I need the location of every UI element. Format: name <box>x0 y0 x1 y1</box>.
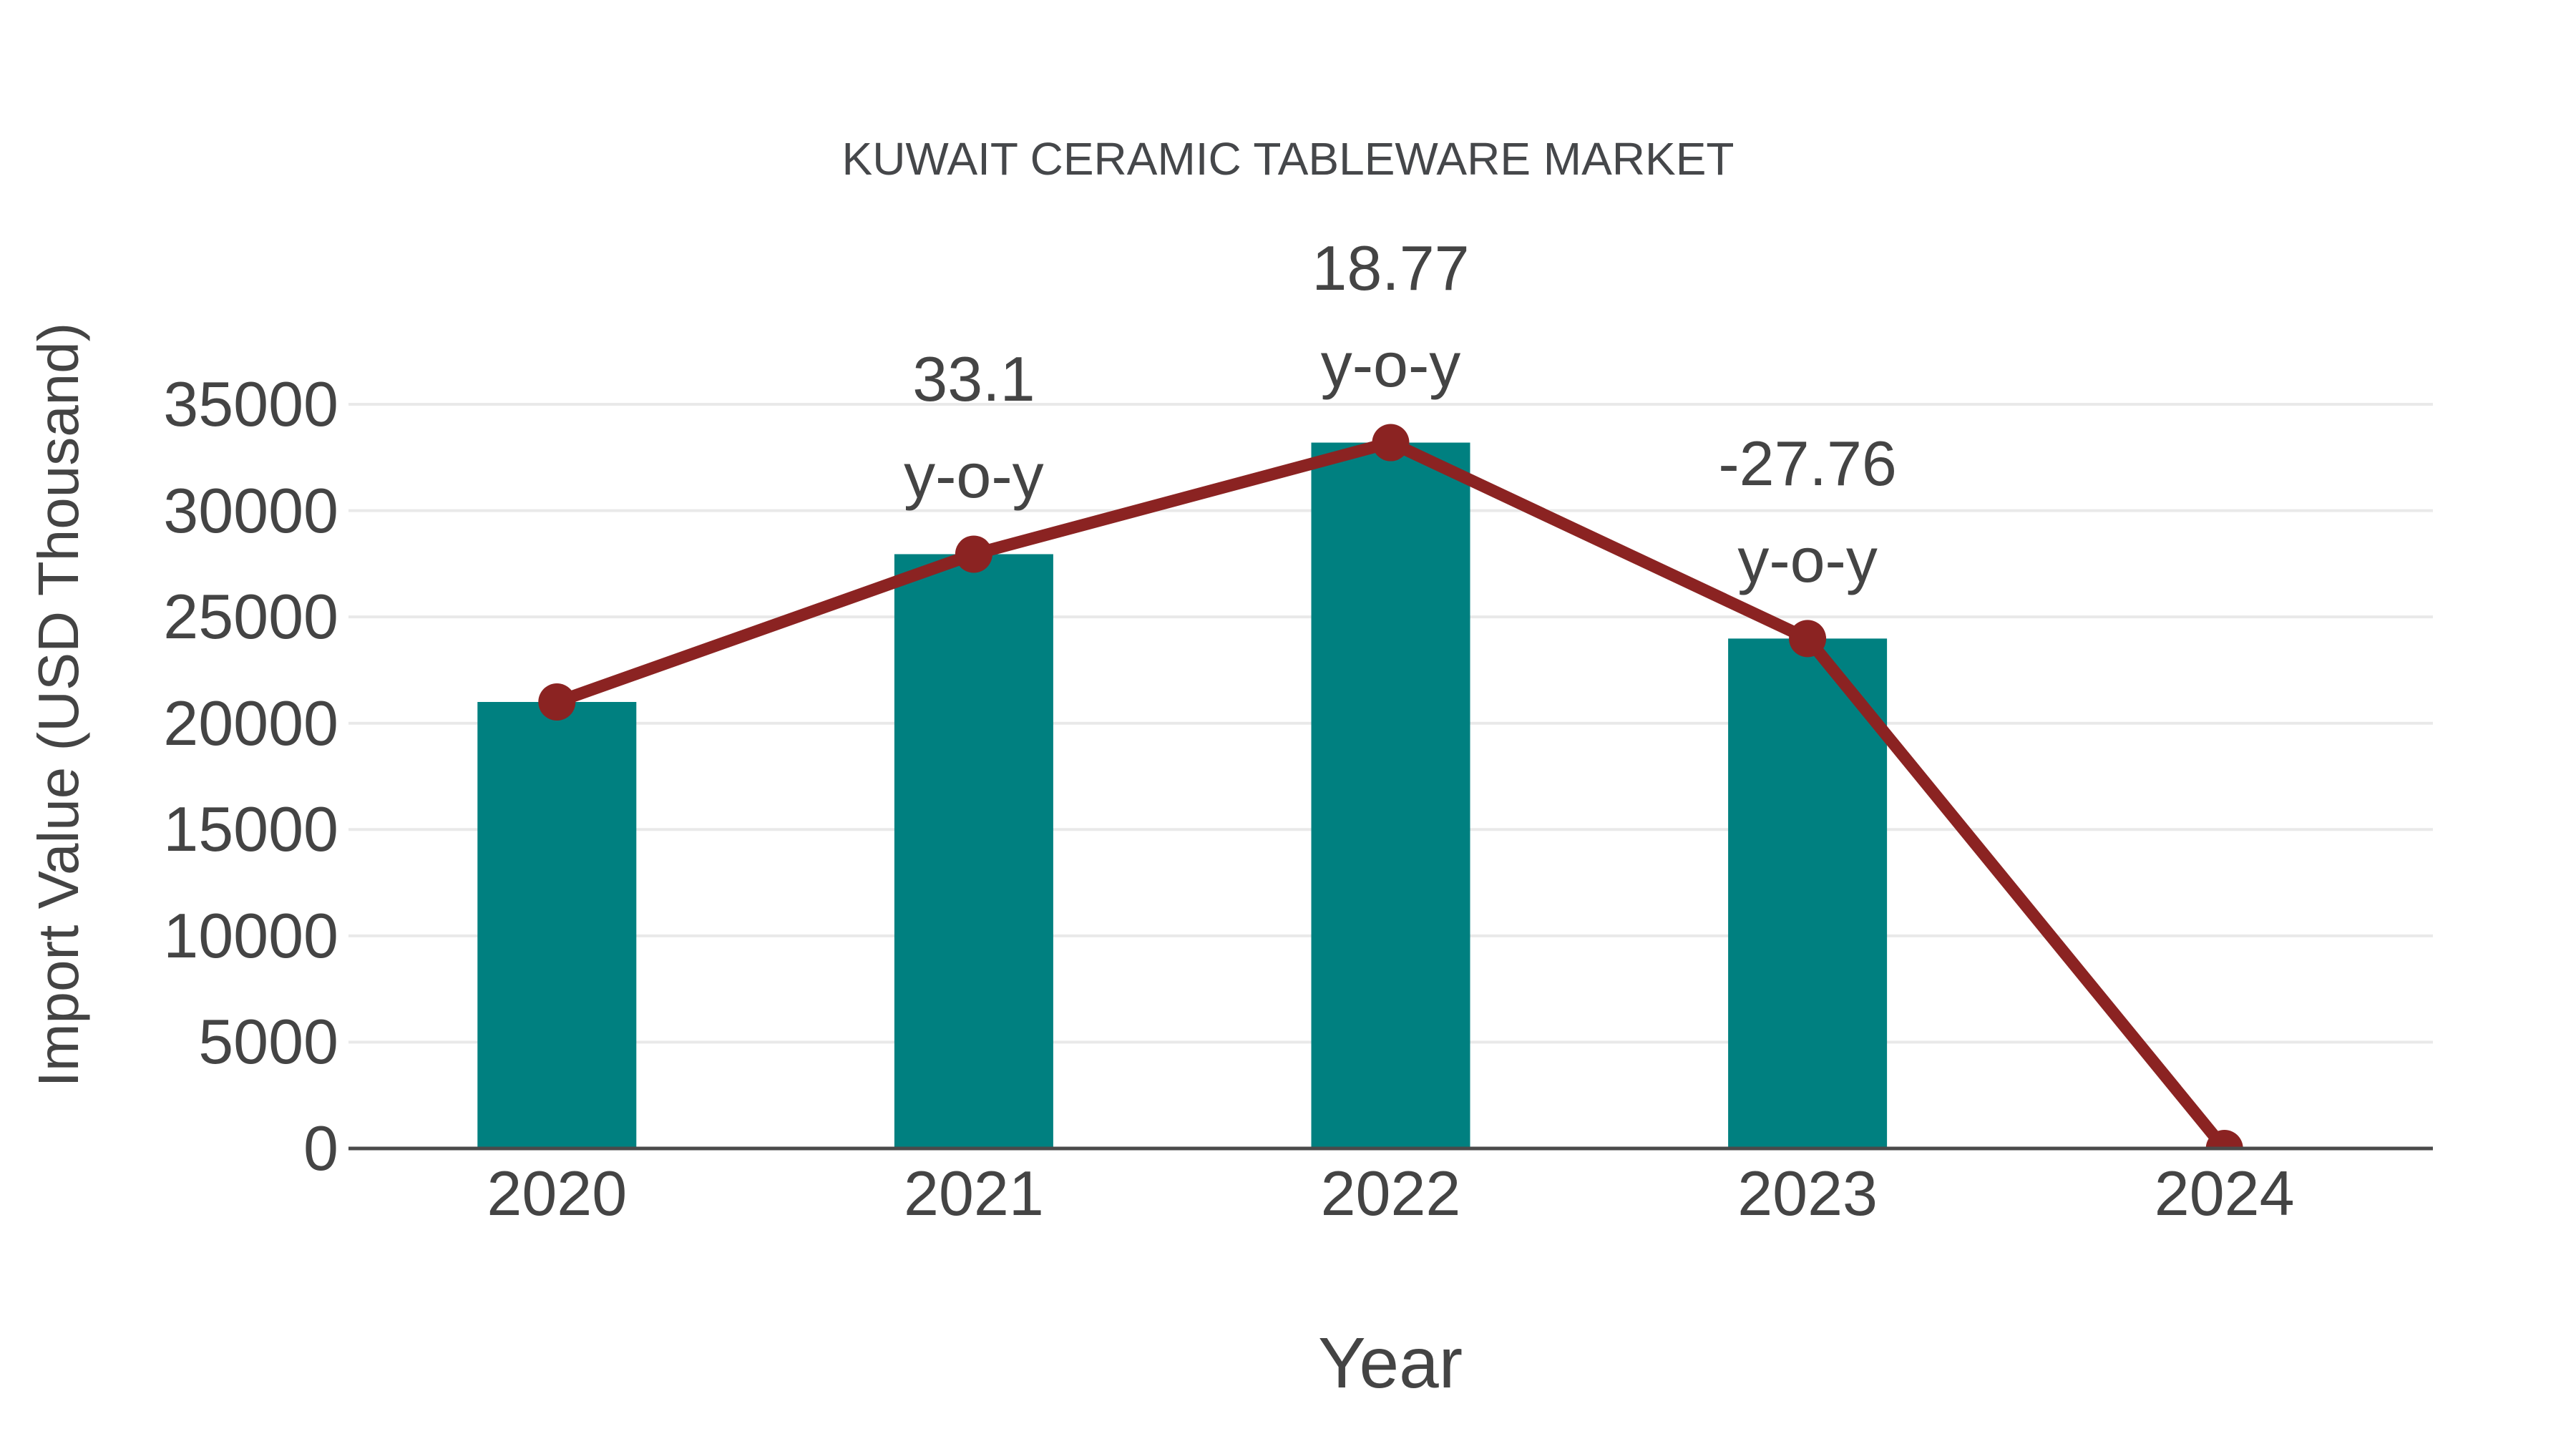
y-tick-label-35000: 35000 <box>163 369 338 439</box>
marker-2022 <box>1372 424 1410 462</box>
y-tick-label-20000: 20000 <box>163 687 338 758</box>
y-tick-label-15000: 15000 <box>163 794 338 865</box>
y-tick-label-25000: 25000 <box>163 581 338 653</box>
annotation-2023-value: -27.76 <box>1718 428 1897 499</box>
x-tick-label-2020: 2020 <box>487 1158 628 1229</box>
x-tick-label-2021: 2021 <box>904 1158 1044 1229</box>
y-tick-label-10000: 10000 <box>163 899 338 971</box>
marker-2023 <box>1789 620 1827 658</box>
marker-2024 <box>2205 1130 2243 1148</box>
bar-2020 <box>477 702 637 1148</box>
y-tick-label-30000: 30000 <box>163 474 338 546</box>
bar-2023 <box>1728 638 1888 1148</box>
y-tick-label-5000: 5000 <box>198 1006 338 1078</box>
annotation-2023: -27.76 y-o-y <box>1593 415 2022 608</box>
annotation-2022: 18.77 y-o-y <box>1176 220 1606 413</box>
marker-2021 <box>955 535 992 573</box>
annotation-2021: 33.1 y-o-y <box>759 331 1189 524</box>
annotation-2021-suffix: y-o-y <box>904 440 1044 512</box>
bar-2022 <box>1311 442 1470 1148</box>
annotation-2021-value: 33.1 <box>912 343 1035 415</box>
x-tick-label-2023: 2023 <box>1737 1158 1878 1229</box>
bar-2021 <box>894 554 1053 1148</box>
x-axis-title: Year <box>1317 1323 1463 1403</box>
chart-title: KUWAIT CERAMIC TABLEWARE MARKET <box>841 133 1735 185</box>
marker-2020 <box>538 683 576 721</box>
annotation-2023-suffix: y-o-y <box>1737 525 1878 596</box>
x-tick-label-2024: 2024 <box>2154 1158 2295 1229</box>
annotation-2022-suffix: y-o-y <box>1320 328 1461 400</box>
x-tick-label-2022: 2022 <box>1320 1158 1461 1229</box>
y-tick-label-0: 0 <box>303 1113 338 1184</box>
annotation-2022-value: 18.77 <box>1312 232 1470 303</box>
